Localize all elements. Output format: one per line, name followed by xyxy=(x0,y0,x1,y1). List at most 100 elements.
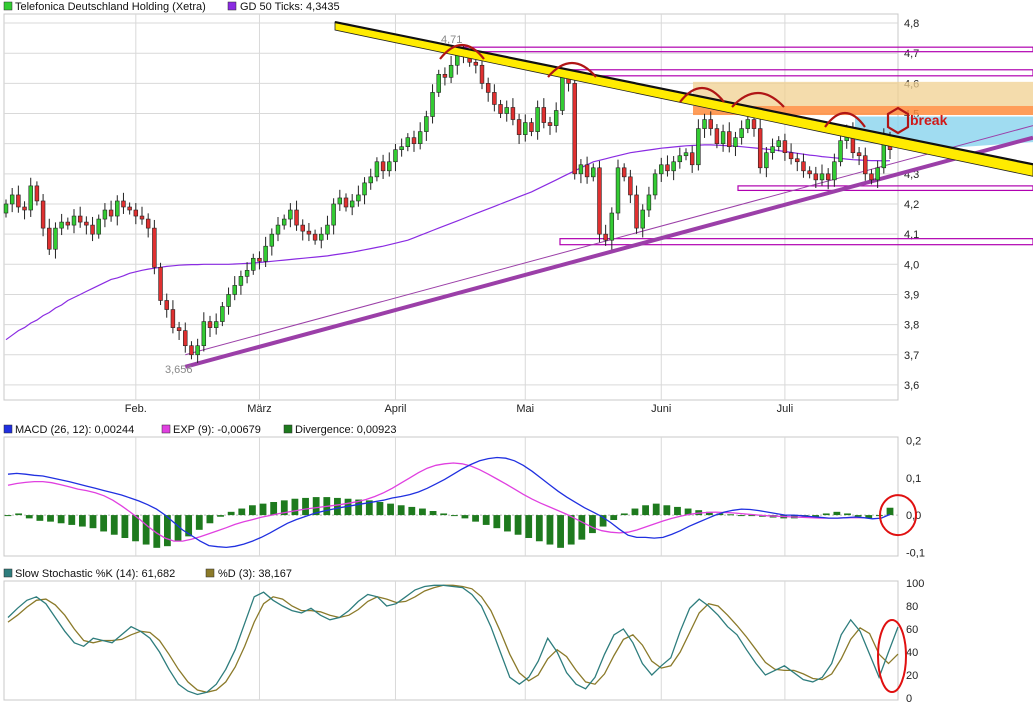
exp-legend-swatch xyxy=(161,424,171,434)
stochastic-k-line xyxy=(7,584,899,696)
divergence-bar xyxy=(493,515,501,529)
candle-body xyxy=(349,200,355,208)
candle-body xyxy=(288,209,293,220)
candle-body xyxy=(244,270,250,277)
divergence-bar xyxy=(631,508,639,516)
divergence-bar xyxy=(663,505,671,516)
divergence-bar xyxy=(865,515,873,519)
macd-line xyxy=(7,456,891,549)
stoch-y-tick-label: 100 xyxy=(906,578,924,590)
candle-body xyxy=(615,167,621,214)
candle-body xyxy=(825,173,831,181)
candle-body xyxy=(139,215,145,220)
candle-body xyxy=(584,164,590,178)
candle-body xyxy=(795,158,800,163)
candle-body xyxy=(189,345,194,356)
candle-body xyxy=(702,119,707,129)
divergence-bar xyxy=(4,515,12,517)
candle-body xyxy=(659,164,664,175)
peak-arc-marker xyxy=(547,62,597,78)
candle-body xyxy=(529,122,534,132)
peak-arc-marker xyxy=(731,92,785,108)
divergence-bar xyxy=(249,505,256,516)
candle-body xyxy=(436,74,441,93)
candle-body xyxy=(745,119,751,129)
divergence-bar xyxy=(546,515,554,545)
candle-body xyxy=(733,137,738,147)
divergence-bar xyxy=(674,506,681,516)
candle-body xyxy=(683,152,689,157)
divergence-bar xyxy=(376,502,384,516)
stoch-d-legend-label: %D (3): 38,167 xyxy=(218,568,292,580)
candle-body xyxy=(442,74,448,78)
divergence-bar xyxy=(472,515,479,522)
stoch-k-legend-swatch xyxy=(3,568,13,578)
divergence-bar xyxy=(599,515,607,527)
candle-body xyxy=(553,110,559,126)
macd-y-tick-label: 0,0 xyxy=(906,510,921,522)
low-price-label: 3,656 xyxy=(165,364,193,376)
divergence-bar xyxy=(100,515,108,532)
candle-body xyxy=(356,194,361,202)
candle-body xyxy=(213,321,219,328)
y-tick-label: 4,1 xyxy=(904,229,919,241)
candle-body xyxy=(535,107,540,132)
price-legend: Telefonica Deutschland Holding (Xetra) G… xyxy=(3,1,340,13)
candle-body xyxy=(47,227,52,250)
peak-arc-marker xyxy=(824,111,866,128)
candle-body xyxy=(727,131,732,147)
divergence-bar xyxy=(514,515,522,535)
x-tick-label: März xyxy=(247,403,271,415)
candle-body xyxy=(665,164,670,172)
candle-body xyxy=(838,140,843,163)
divergence-bar xyxy=(737,515,745,517)
candle-body xyxy=(393,149,398,163)
candle-body xyxy=(374,161,380,178)
candle-body xyxy=(807,170,812,175)
ma-legend-swatch xyxy=(227,1,237,11)
divergence-bar xyxy=(365,500,373,516)
candle-body xyxy=(232,285,237,295)
candle-body xyxy=(751,119,757,129)
candle-body xyxy=(207,321,213,328)
candle-body xyxy=(65,221,71,226)
candle-body xyxy=(708,119,713,129)
divergence-bar xyxy=(567,515,575,545)
divergence-bar xyxy=(217,515,224,517)
divergence-bar xyxy=(886,507,894,516)
divergence-bar xyxy=(15,513,23,516)
divergence-bar xyxy=(822,513,830,516)
divergence-bar xyxy=(270,502,278,516)
divergence-bar xyxy=(355,499,363,516)
y-tick-label: 3,9 xyxy=(904,289,919,301)
exp-legend-label: EXP (9): -0,00679 xyxy=(173,424,261,436)
divergence-bar xyxy=(291,498,299,516)
exp-signal-line xyxy=(7,462,864,542)
candle-body xyxy=(226,294,231,307)
y-tick-label: 3,7 xyxy=(904,350,919,362)
divergence-bar xyxy=(312,497,320,516)
candle-body xyxy=(387,161,392,172)
divergence-bar xyxy=(525,515,533,539)
divergence-bar xyxy=(642,505,649,516)
candle-body xyxy=(3,203,9,214)
divergence-bar xyxy=(163,515,171,547)
divergence-bar xyxy=(302,497,309,516)
divergence-bar xyxy=(78,515,86,527)
stoch-y-tick-label: 60 xyxy=(906,624,918,636)
stochastic-d-line xyxy=(7,584,899,693)
candle-body xyxy=(238,276,244,286)
divergence-bar xyxy=(419,508,426,516)
candle-body xyxy=(776,140,781,147)
candle-body xyxy=(504,107,509,114)
divergence-bar xyxy=(68,515,76,525)
candle-body xyxy=(300,224,305,232)
macd-panel: 0,2 0,1 0,0 -0,1 xyxy=(4,436,925,559)
stoch-k-legend-label: Slow Stochastic %K (14): 61,682 xyxy=(15,568,175,580)
divergence-bar xyxy=(25,515,33,519)
divergence-bar xyxy=(716,513,724,516)
candle-body xyxy=(720,131,726,144)
candle-body xyxy=(102,209,108,220)
candle-body xyxy=(430,92,435,117)
